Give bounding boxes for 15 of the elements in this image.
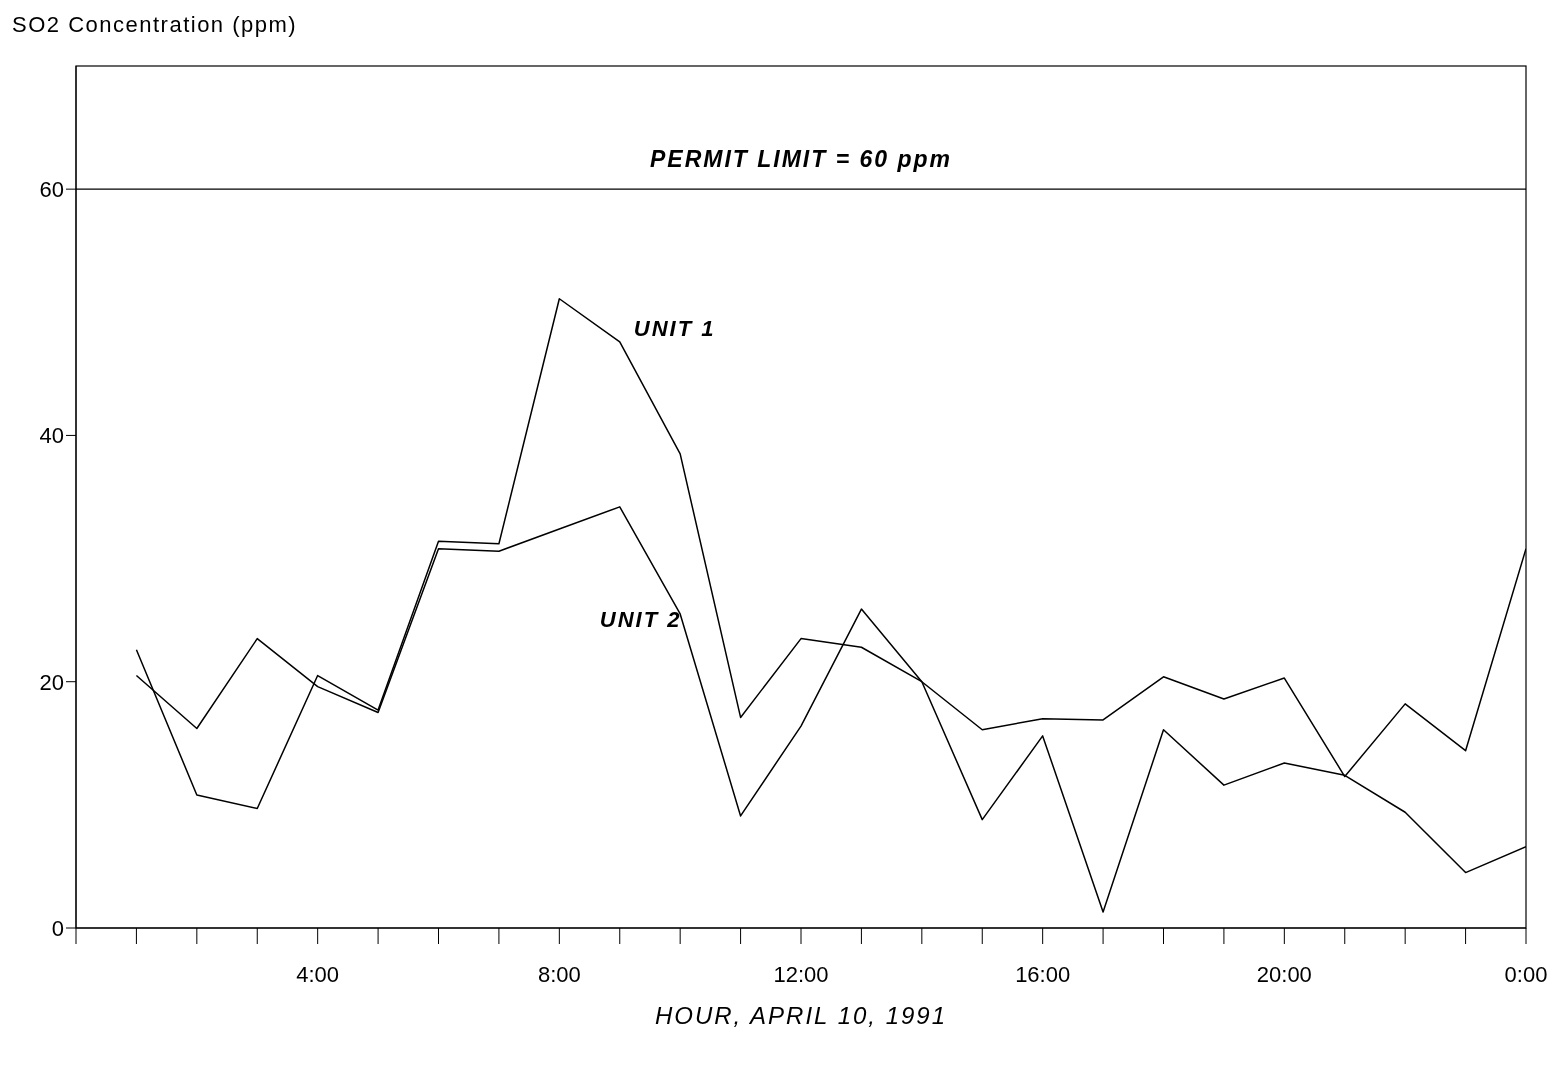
series-label: UNIT 1 <box>633 315 716 341</box>
x-tick-label: 20:00 <box>1256 961 1312 987</box>
x-tick-label: 4:00 <box>296 961 340 987</box>
ref-line-label: PERMIT LIMIT = 60 ppm <box>649 146 953 173</box>
y-tick-label: 60 <box>39 176 64 202</box>
y-tick-label: 0 <box>51 915 64 941</box>
y-axis-title: SO2 Concentration (ppm) <box>12 12 298 38</box>
x-tick-label: 0:00 <box>1504 961 1548 987</box>
x-tick-label: 12:00 <box>773 961 829 987</box>
x-axis-title: HOUR, APRIL 10, 1991 <box>654 1002 948 1029</box>
x-tick-label: 16:00 <box>1015 961 1071 987</box>
series-label: UNIT 2 <box>599 606 682 632</box>
y-tick-label: 20 <box>39 669 64 695</box>
x-tick-label: 8:00 <box>537 961 581 987</box>
y-tick-label: 40 <box>39 423 64 449</box>
